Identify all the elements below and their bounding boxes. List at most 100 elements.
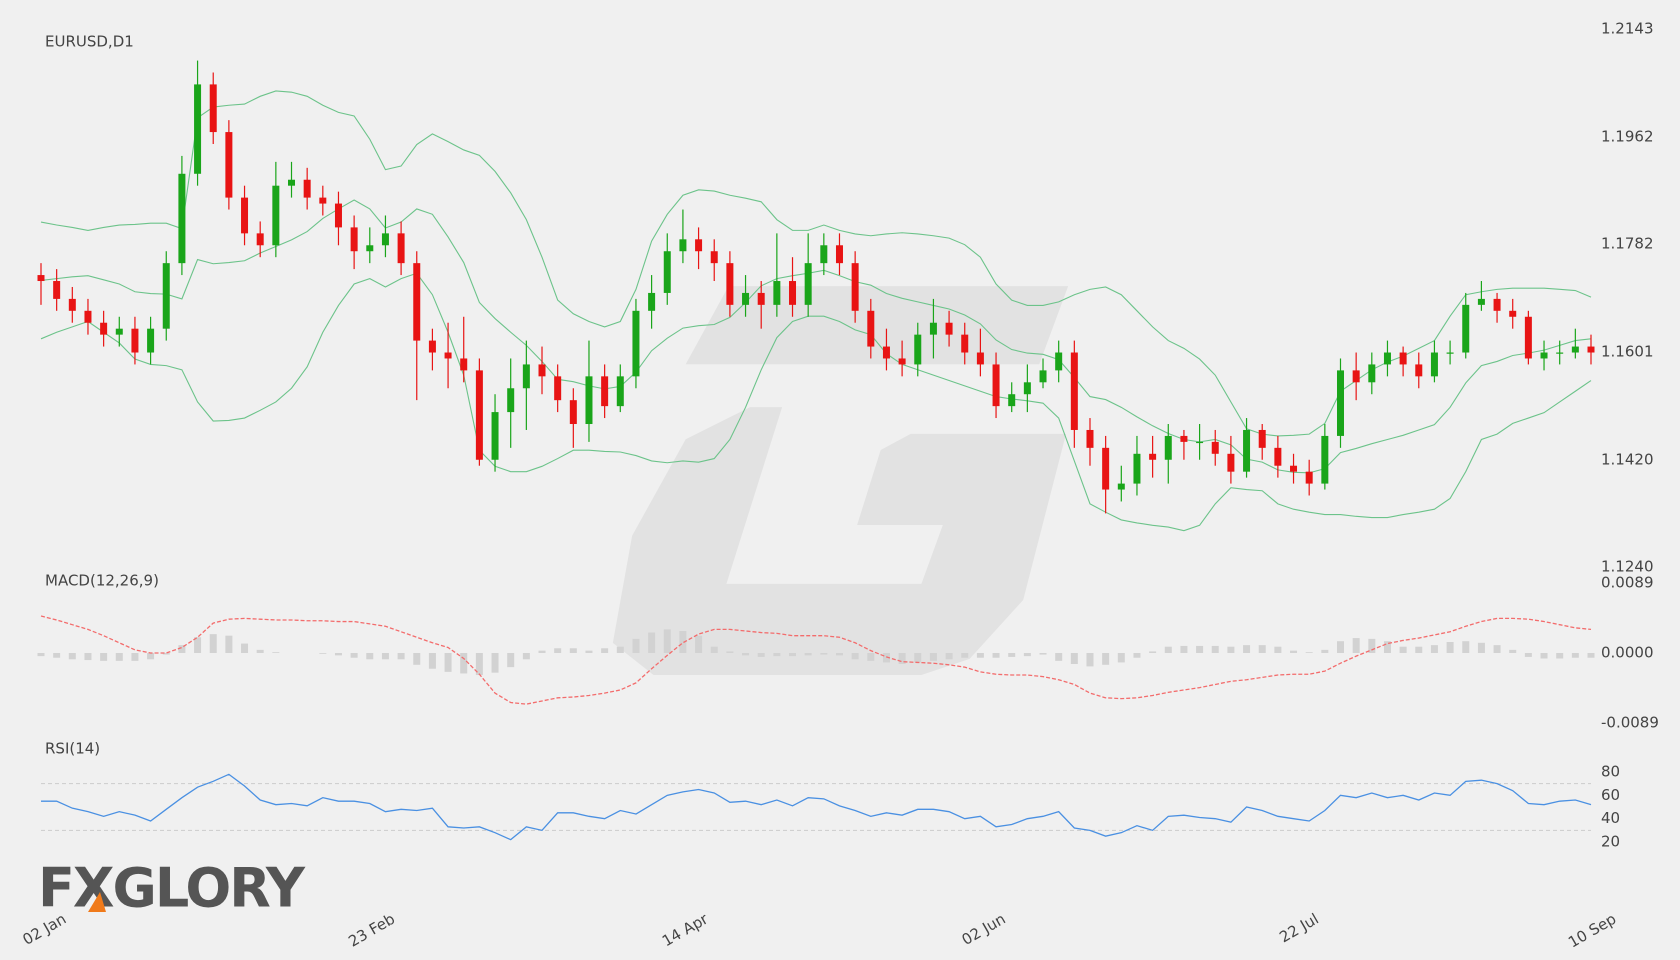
brand-logo: FXGLORY [38,857,306,920]
macd-bar [1102,653,1110,665]
candle-body [914,334,922,365]
macd-bar [632,638,640,653]
rsi-title: RSI(14) [45,740,100,758]
candle-body [789,281,797,305]
candle-body [569,400,577,425]
macd-bar [319,653,327,654]
candle-body [397,233,405,264]
macd-bar [1321,649,1329,653]
macd-bar [585,650,593,653]
chart-title: EURUSD,D1 [45,33,134,51]
macd-bar [444,653,452,672]
macd-bar [1023,653,1031,657]
macd-bar [241,643,249,653]
y-tick-label: 40 [1601,809,1620,827]
macd-bar [1070,653,1078,665]
macd-bar [1462,641,1470,653]
macd-bar [381,653,389,660]
candle-body [976,352,984,365]
macd-bar [256,649,264,653]
macd-bar [1587,653,1595,658]
macd-bar [397,653,405,660]
candle-body [115,328,123,335]
candle-body [53,281,61,299]
candle-body [147,328,155,353]
macd-bar [350,653,358,658]
macd-bar [961,653,969,658]
macd-bar [522,653,530,660]
macd-bar [898,653,906,665]
macd-bar [84,653,92,661]
candle-body [632,310,640,377]
candle-body [742,292,750,305]
bollinger-upper-band [40,90,1592,437]
candle-body [1477,298,1485,305]
candle-body [648,292,656,311]
candle-body [381,233,389,246]
macd-bar [867,653,875,661]
macd-bar [1055,653,1063,661]
macd-bar [491,653,499,673]
macd-bar [1008,653,1016,657]
macd-bar [882,653,890,663]
candle-body [444,352,452,359]
macd-bar [1243,645,1251,653]
macd-bar [413,653,421,665]
candle-body [1556,352,1564,354]
y-tick-label: 20 [1601,833,1620,851]
candle-body [1493,298,1501,311]
candle-body [945,322,953,335]
macd-bar [742,653,750,656]
candle-body [460,358,468,371]
candle-body [256,233,264,246]
candle-body [882,346,890,359]
candle-body [1196,441,1204,444]
candle-body [194,84,202,174]
macd-bar [366,653,374,660]
candle-body [162,263,170,329]
macd-bar [616,646,624,653]
macd-bar [1368,638,1376,653]
macd-bar [773,653,781,657]
macd-bar [851,653,859,660]
candle-body [961,334,969,353]
candle-body [1039,370,1047,383]
macd-bar [1117,653,1125,663]
macd-bar [789,653,797,657]
macd-bar [914,653,922,663]
macd-bar [507,653,515,668]
candle-body [1117,483,1125,490]
macd-bar [194,637,202,653]
candle-body [601,376,609,407]
macd-bar [1196,645,1204,653]
y-tick-label: 1.1782 [1601,235,1654,253]
bollinger-lower-band [40,272,1592,532]
candle-body [178,173,186,264]
candle-body [428,340,436,353]
macd-bar [820,653,828,655]
macd-bar [648,632,656,653]
macd-title: MACD(12,26,9) [45,572,159,590]
candle-body [929,322,937,335]
y-tick-label: 1.1240 [1601,558,1654,576]
candle-body [1352,370,1360,383]
macd-bar [1524,653,1532,657]
candle-body [1446,352,1454,354]
macd-bar [460,653,468,674]
macd-bar [1477,642,1485,653]
macd-bar [100,653,108,661]
macd-bar [1039,653,1047,655]
brand-accent [88,892,106,912]
candle-body [1524,316,1532,359]
macd-bar [1305,652,1313,653]
candle-body [663,251,671,293]
candle-body [272,185,280,246]
y-tick-label: 1.1601 [1601,342,1654,360]
candle-body [898,358,906,365]
macd-bar [1430,645,1438,653]
candle-body [1368,364,1376,383]
macd-bar [1336,641,1344,653]
